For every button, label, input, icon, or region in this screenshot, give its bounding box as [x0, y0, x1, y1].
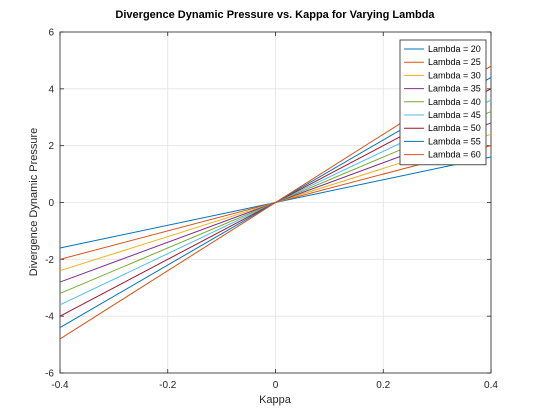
- y-axis-title: Divergence Dynamic Pressure: [28, 128, 40, 277]
- legend-box: [399, 39, 487, 166]
- y-tick-label: -4: [45, 312, 54, 323]
- x-tick-label: 0: [273, 380, 279, 391]
- legend-label: Lambda = 30: [428, 70, 481, 80]
- y-tick-label: 6: [48, 28, 54, 39]
- x-tick-label: 0.4: [484, 380, 498, 391]
- x-tick-label: 0.2: [376, 380, 390, 391]
- x-axis-title: Kappa: [259, 394, 292, 406]
- y-tick-label: 4: [48, 84, 54, 95]
- chart-title: Divergence Dynamic Pressure vs. Kappa fo…: [115, 9, 435, 21]
- legend-label: Lambda = 50: [428, 123, 481, 133]
- legend-label: Lambda = 45: [428, 110, 481, 120]
- legend-label: Lambda = 40: [428, 97, 481, 107]
- legend-label: Lambda = 55: [428, 136, 481, 146]
- y-tick-label: -6: [45, 369, 54, 380]
- y-tick-label: -2: [45, 255, 54, 266]
- legend: Lambda = 20 Lambda = 25 Lambda = 30 Lambda …: [399, 39, 487, 166]
- legend-label: Lambda = 60: [428, 150, 481, 160]
- x-tick-label: -0.4: [51, 380, 69, 391]
- legend-label: Lambda = 20: [428, 44, 481, 54]
- legend-label: Lambda = 25: [428, 57, 481, 67]
- legend-label: Lambda = 35: [428, 84, 481, 94]
- y-tick-label: 0: [48, 198, 54, 209]
- axis-ticks: -0.4 -0.2 0 0.2 0.4 -6 -4 -2 0 2 4 6: [45, 28, 498, 392]
- x-tick-label: -0.2: [159, 380, 177, 391]
- y-tick-label: 2: [48, 141, 54, 152]
